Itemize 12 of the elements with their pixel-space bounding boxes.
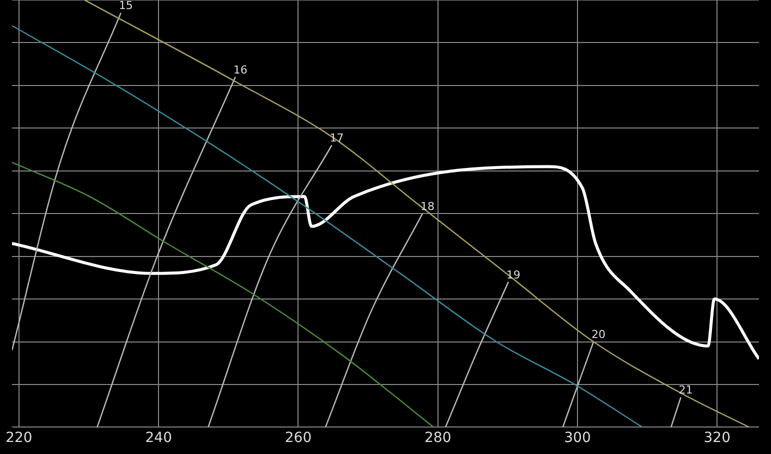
x-tick-label: 240 xyxy=(145,430,172,446)
annotation: 16 xyxy=(233,63,248,76)
x-tick-label: 260 xyxy=(284,430,312,446)
annotation: 19 xyxy=(506,268,520,282)
annotation: 15 xyxy=(118,0,133,12)
x-tick-label: 320 xyxy=(704,430,730,446)
x-tick-label: 220 xyxy=(6,430,32,446)
annotation: 21 xyxy=(678,384,693,397)
x-tick-label: 300 xyxy=(564,430,591,446)
annotation: 18 xyxy=(420,200,434,213)
annotation: 20 xyxy=(592,328,606,342)
x-tick-label: 280 xyxy=(424,430,452,446)
